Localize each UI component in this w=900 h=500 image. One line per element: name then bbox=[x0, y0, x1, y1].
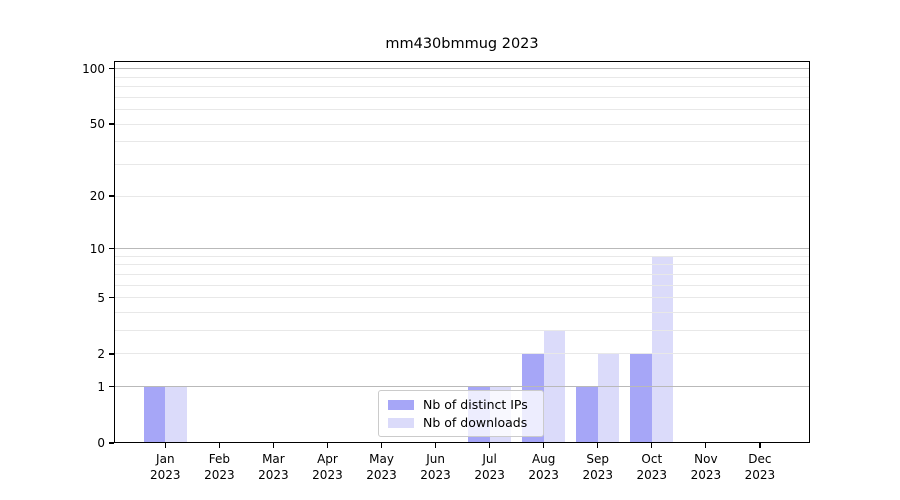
gridline-minor bbox=[114, 284, 810, 286]
bar-distinct-ips bbox=[576, 386, 598, 443]
x-axis-tick bbox=[759, 443, 761, 448]
gridline-minor bbox=[114, 297, 810, 299]
x-tick-label: Dec 2023 bbox=[744, 452, 776, 482]
gridline-minor bbox=[114, 76, 810, 78]
gridline-minor bbox=[114, 109, 810, 111]
legend-swatch bbox=[388, 399, 414, 410]
x-axis-tick bbox=[326, 443, 329, 448]
gridline-minor bbox=[114, 123, 810, 125]
x-tick-label: Jul 2023 bbox=[474, 452, 505, 482]
y-tick-label: 1 bbox=[97, 379, 105, 394]
y-tick-label: 50 bbox=[89, 117, 105, 132]
gridline-minor bbox=[114, 141, 810, 143]
y-axis-tick bbox=[109, 386, 114, 388]
y-axis-tick bbox=[109, 247, 114, 250]
gridline-minor bbox=[114, 163, 810, 165]
gridline-minor bbox=[114, 311, 810, 313]
x-axis-tick bbox=[218, 443, 220, 448]
x-axis-tick bbox=[543, 443, 545, 448]
y-tick-label: 0 bbox=[97, 436, 105, 450]
x-tick-label: Nov 2023 bbox=[690, 452, 722, 482]
y-tick-label: 100 bbox=[82, 61, 105, 76]
x-axis-tick bbox=[434, 443, 437, 448]
bar-downloads bbox=[651, 256, 674, 443]
x-tick-label: Jun 2023 bbox=[420, 452, 451, 482]
y-axis-tick bbox=[109, 442, 114, 444]
gridline-major bbox=[114, 68, 810, 70]
y-axis-tick bbox=[109, 195, 114, 197]
x-axis-tick bbox=[597, 443, 599, 448]
y-tick-label: 20 bbox=[89, 189, 105, 204]
gridline-minor bbox=[114, 273, 810, 275]
x-axis-tick bbox=[272, 443, 275, 448]
y-tick-label: 10 bbox=[89, 241, 105, 256]
y-tick-label: 2 bbox=[97, 346, 105, 361]
gridline-minor bbox=[114, 353, 810, 355]
legend-swatch bbox=[388, 417, 414, 428]
bar-distinct-ips bbox=[630, 353, 652, 443]
x-axis-tick bbox=[164, 443, 166, 448]
x-tick-label: Aug 2023 bbox=[528, 452, 559, 482]
x-axis-tick bbox=[651, 443, 653, 448]
bar-downloads bbox=[597, 353, 620, 443]
bar-distinct-ips bbox=[143, 386, 166, 443]
x-tick-label: Jan 2023 bbox=[150, 452, 181, 482]
x-axis-tick bbox=[380, 443, 383, 448]
gridline-major bbox=[114, 386, 810, 388]
x-tick-label: Oct 2023 bbox=[636, 452, 668, 482]
gridline-minor bbox=[114, 86, 810, 88]
x-tick-label: Sep 2023 bbox=[582, 452, 613, 482]
x-tick-label: Apr 2023 bbox=[312, 452, 343, 482]
y-tick-label: 5 bbox=[97, 290, 105, 305]
gridline-minor bbox=[114, 264, 810, 266]
y-axis-tick bbox=[109, 353, 114, 355]
y-axis-tick bbox=[109, 123, 114, 125]
legend-label: Nb of distinct IPs bbox=[423, 397, 528, 412]
gridline-minor bbox=[114, 255, 810, 257]
x-axis-tick bbox=[488, 443, 491, 448]
y-axis-tick bbox=[109, 68, 114, 70]
gridline-minor bbox=[114, 330, 810, 332]
x-axis-tick bbox=[705, 443, 707, 448]
legend-item: Nb of downloads bbox=[388, 415, 534, 430]
x-tick-label: Feb 2023 bbox=[204, 452, 235, 482]
legend-label: Nb of downloads bbox=[423, 415, 528, 430]
x-tick-label: Mar 2023 bbox=[258, 452, 289, 482]
gridline-minor bbox=[114, 195, 810, 197]
y-axis-tick bbox=[109, 297, 114, 299]
gridline-minor bbox=[114, 96, 810, 98]
gridline-major bbox=[114, 248, 810, 250]
bar-downloads bbox=[165, 386, 187, 443]
x-tick-label: May 2023 bbox=[366, 452, 397, 482]
legend-box: Nb of distinct IPs Nb of downloads bbox=[378, 390, 544, 437]
legend-item: Nb of distinct IPs bbox=[388, 397, 534, 412]
chart-title: mm430bmmug 2023 bbox=[385, 36, 539, 52]
